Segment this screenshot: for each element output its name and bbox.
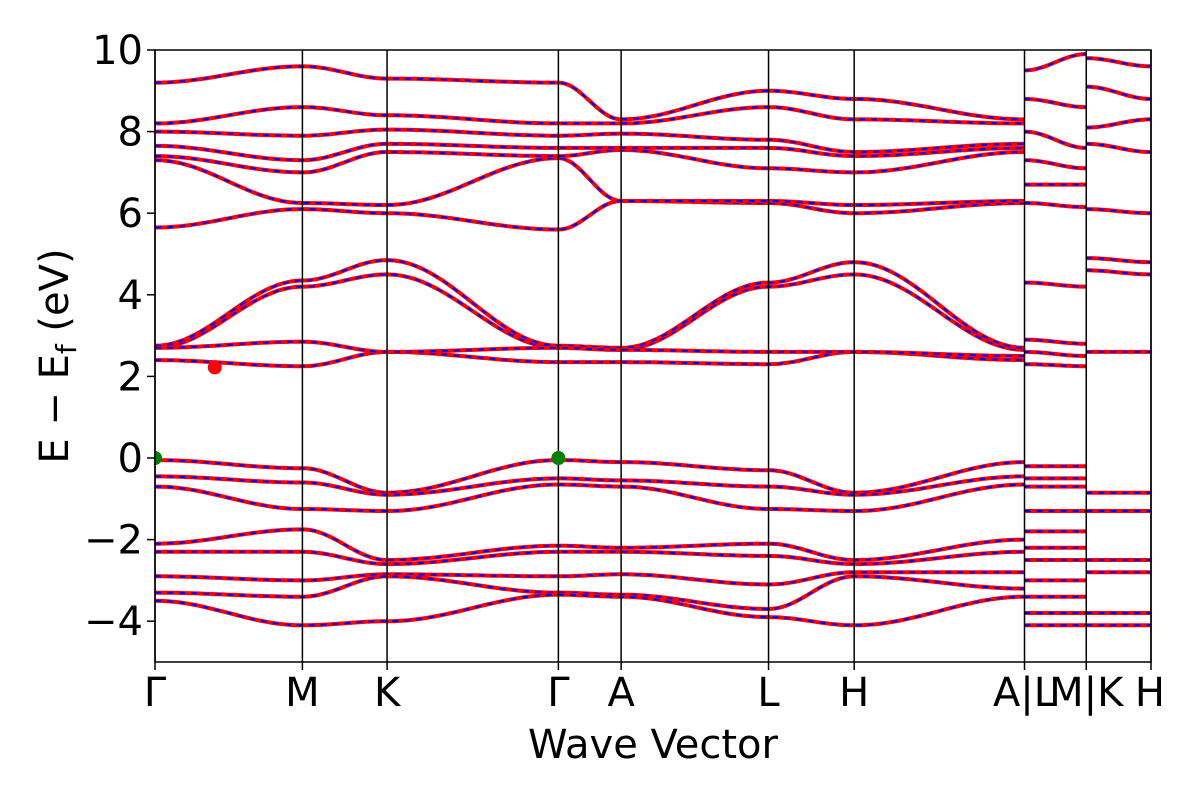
band-line-21 <box>1024 129 1087 150</box>
y-tick-label-0: −4 <box>84 599 143 645</box>
y-tick-label-2: 0 <box>118 436 143 482</box>
x-tick-label-0: Γ <box>144 670 167 716</box>
band-line-42 <box>1086 117 1151 130</box>
band-line-dashed-16 <box>155 128 1025 153</box>
y-axis-label-tail: (eV) <box>32 248 78 344</box>
band-line-dashed-28 <box>1024 363 1087 368</box>
x-tick-label-2: K <box>374 670 402 716</box>
x-tick-label-1: M <box>285 670 320 716</box>
band-line-dashed-7 <box>155 593 1025 627</box>
band-line-dashed-27 <box>1024 350 1087 357</box>
y-tick-label-7: 10 <box>92 28 143 74</box>
band-line-dashed-19 <box>1024 53 1087 72</box>
marker-point-2 <box>207 360 222 375</box>
band-line-46 <box>1086 268 1151 277</box>
band-line-0 <box>155 458 1025 495</box>
band-line-43 <box>1086 141 1151 154</box>
band-line-10 <box>155 258 1025 350</box>
x-axis-label: Wave Vector <box>528 722 779 768</box>
band-line-14 <box>155 148 1025 175</box>
x-ticks: Γ M K Γ A L H A|LM|K H <box>144 662 1165 716</box>
band-line-7 <box>155 592 1025 628</box>
band-line-17 <box>155 105 1025 126</box>
plot-frame <box>154 49 1152 663</box>
band-line-2 <box>155 482 1025 513</box>
band-line-dashed-25 <box>1024 281 1087 288</box>
band-line-40 <box>1086 56 1151 69</box>
x-tick-label-4: A <box>607 670 635 716</box>
band-line-dashed-0 <box>155 459 1025 494</box>
band-line-dashed-26 <box>1024 338 1087 345</box>
marker-point-1 <box>551 451 566 465</box>
band-line-19 <box>1024 52 1087 73</box>
y-axis-label: E − Ef (eV) <box>32 248 83 463</box>
y-tick-label-1: −2 <box>84 518 143 564</box>
y-axis-label-sub: f <box>50 343 83 354</box>
band-line-dashed-4 <box>155 550 1025 566</box>
markers-layer <box>155 360 566 465</box>
y-axis-label-main: E − E <box>32 354 78 464</box>
band-line-dashed-21 <box>1024 130 1087 149</box>
band-line-dashed-15 <box>155 142 1025 162</box>
band-line-dashed-1 <box>155 475 1025 496</box>
y-tick-label-3: 2 <box>118 354 143 400</box>
band-line-dashed-13 <box>155 157 1025 206</box>
marker-point-0 <box>155 451 162 465</box>
bands-layer <box>155 52 1151 628</box>
y-tick-label-5: 6 <box>118 191 143 237</box>
band-line-dashed-22 <box>1024 159 1087 170</box>
band-line-dashed-20 <box>1024 98 1087 109</box>
x-tick-label-9: H <box>1135 670 1165 716</box>
band-line-18 <box>155 64 1025 122</box>
band-line-dashed-24 <box>1024 202 1087 209</box>
x-tick-label-6: H <box>839 670 869 716</box>
y-tick-label-4: 4 <box>118 273 143 319</box>
band-line-13 <box>155 156 1025 207</box>
x-tick-label-8: M|K <box>1049 670 1125 716</box>
y-tick-label-6: 8 <box>118 110 143 156</box>
band-line-dashed-17 <box>155 106 1025 125</box>
band-line-45 <box>1086 256 1151 265</box>
band-line-41 <box>1086 84 1151 101</box>
band-line-dashed-18 <box>155 65 1025 121</box>
x-tick-label-3: Γ <box>547 670 570 716</box>
x-tick-label-7: A|L <box>993 670 1057 716</box>
band-line-44 <box>1086 207 1151 216</box>
band-line-dashed-6 <box>155 575 1025 611</box>
x-tick-label-5: L <box>757 670 780 716</box>
band-line-dashed-10 <box>155 259 1025 349</box>
band-line-dashed-5 <box>155 571 1025 586</box>
y-ticks: −4 −2 0 2 4 6 8 10 <box>84 28 155 645</box>
band-line-9 <box>155 272 1025 352</box>
band-line-12 <box>155 199 1025 232</box>
band-line-3 <box>155 527 1025 563</box>
band-line-dashed-11 <box>155 340 1025 357</box>
